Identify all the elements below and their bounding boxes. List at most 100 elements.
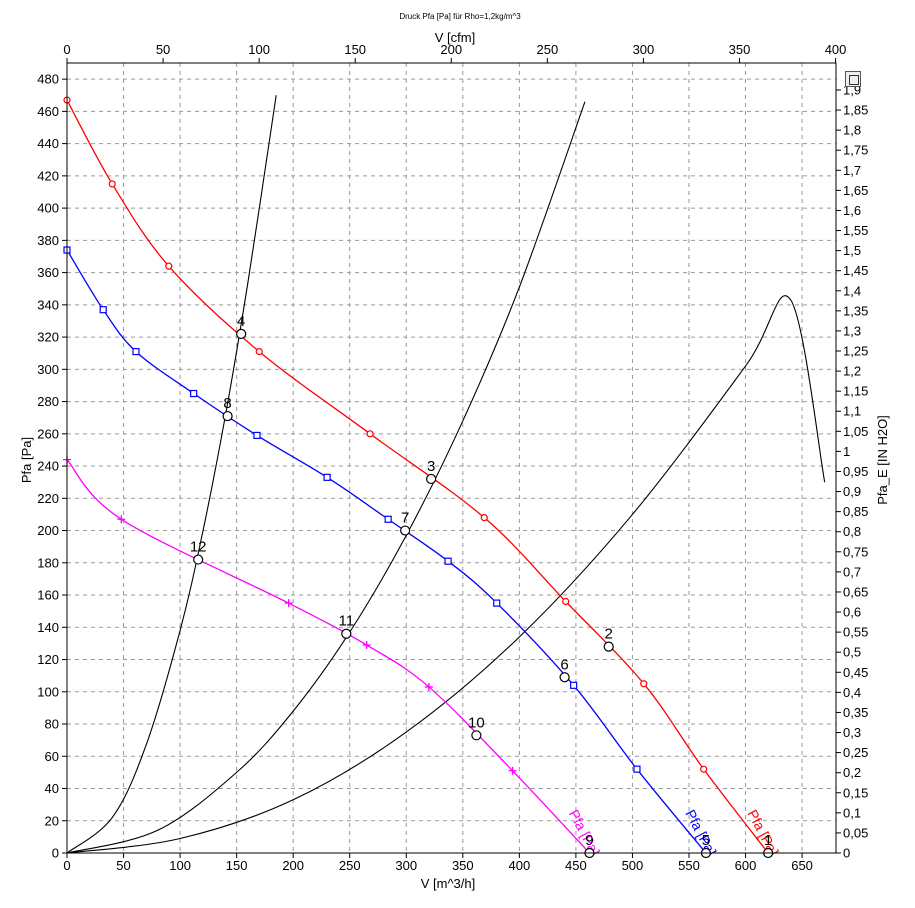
- series-point-marker: [108, 180, 116, 188]
- y2-tick-label: 0,55: [843, 625, 868, 640]
- y-tick-label: 300: [37, 362, 59, 377]
- y2-tick-label: 0,35: [843, 705, 868, 720]
- y2-tick-label: 1,3: [843, 323, 861, 338]
- x-tick-label: 150: [226, 858, 248, 873]
- y-tick-label: 440: [37, 136, 59, 151]
- y-tick-label: 420: [37, 168, 59, 183]
- y-tick-label: 120: [37, 652, 59, 667]
- series-point-marker: [323, 473, 331, 481]
- x2-tick-label: 350: [729, 42, 751, 57]
- y2-tick-label: 1,55: [843, 223, 868, 238]
- operating-point-label: 12: [190, 539, 207, 556]
- series-point-marker: [493, 599, 501, 607]
- y-tick-label: 220: [37, 491, 59, 506]
- x-tick-label: 200: [282, 858, 304, 873]
- x-tick-label: 50: [116, 858, 130, 873]
- series-point-marker: [362, 641, 371, 650]
- y2-tick-label: 0,75: [843, 544, 868, 559]
- series-point-marker: [562, 597, 570, 606]
- system-curve-line: [66, 95, 277, 854]
- y2-tick-label: 0,1: [843, 805, 861, 820]
- operating-point-marker: [193, 554, 204, 565]
- operating-point-marker: [603, 641, 614, 652]
- operating-point-label: 8: [223, 395, 231, 412]
- series-point-marker: [633, 765, 641, 773]
- plot-frame: [66, 62, 837, 854]
- series-point-marker: [444, 557, 452, 565]
- y-tick-label: 280: [37, 394, 59, 409]
- series-point-marker: [480, 514, 488, 522]
- y-tick-label: 140: [37, 620, 59, 635]
- y2-tick-label: 0: [843, 846, 850, 861]
- operating-point-label: 5: [702, 832, 710, 849]
- y2-tick-label: 0,3: [843, 725, 861, 740]
- y2-tick-label: 1,6: [843, 203, 861, 218]
- y-tick-label: 260: [37, 426, 59, 441]
- series-point-marker: [366, 430, 374, 438]
- y2-tick-label: 0,2: [843, 765, 861, 780]
- y-tick-label: 400: [37, 201, 59, 216]
- y-tick-label: 340: [37, 297, 59, 312]
- series-point-marker: [255, 347, 263, 356]
- y2-tick-label: 1,2: [843, 364, 861, 379]
- markers: Pfa [Pa]Pfa [Pa]Pfa [Pa]: [63, 96, 782, 858]
- series-point-marker: [253, 431, 261, 440]
- y2-tick-label: 0,4: [843, 685, 861, 700]
- y2-tick-label: 1,65: [843, 183, 868, 198]
- operating-point-marker: [222, 410, 233, 422]
- y-tick-label: 40: [45, 781, 59, 796]
- chart-title: Druck Pfa [Pa] für Rho=1,2kg/m^3: [399, 12, 521, 21]
- y2-tick-label: 0,25: [843, 745, 868, 760]
- x2-tick-label: 50: [156, 42, 170, 57]
- x-tick-label: 300: [395, 858, 417, 873]
- operating-point-marker: [400, 525, 411, 536]
- y-tick-label: 180: [37, 555, 59, 570]
- x-tick-label: 600: [735, 858, 757, 873]
- y2-tick-label: 1,7: [843, 163, 861, 178]
- operating-point-label: 9: [585, 832, 593, 849]
- operating-point-marker: [426, 473, 437, 485]
- y2-tick-label: 0,7: [843, 564, 861, 579]
- series-point-marker: [132, 347, 140, 356]
- y2-tick-label: 0,95: [843, 464, 868, 479]
- operating-point-marker: [341, 628, 352, 639]
- series-point-marker: [117, 515, 126, 524]
- y-tick-label: 380: [37, 233, 59, 248]
- series-point-marker: [284, 599, 293, 608]
- x2-tick-label: 100: [248, 42, 270, 57]
- y-tick-label: 360: [37, 265, 59, 280]
- operating-point-label: 10: [468, 714, 485, 731]
- operating-point-marker: [236, 328, 247, 339]
- y2-tick-label: 0,85: [843, 504, 868, 519]
- y-tick-label: 20: [45, 813, 59, 828]
- y-tick-label: 160: [37, 588, 59, 603]
- x-tick-label: 450: [565, 858, 587, 873]
- operating-point-marker: [471, 730, 482, 741]
- series-line: [66, 459, 590, 854]
- operating-point-label: 2: [605, 626, 613, 643]
- x-tick-label: 500: [622, 858, 644, 873]
- tick-labels: 0 50 100 150 200 250 300 350 400 450 500 550 600 6500…: [37, 42, 868, 873]
- y2-tick-label: 1,25: [843, 344, 868, 359]
- left-axis-title: Pfa [Pa]: [19, 437, 34, 483]
- x-tick-label: 250: [339, 858, 361, 873]
- y2-tick-label: 1,75: [843, 143, 868, 158]
- series-line: [66, 249, 707, 854]
- y-tick-label: 200: [37, 523, 59, 538]
- y2-tick-label: 0,8: [843, 524, 861, 539]
- y-tick-label: 320: [37, 330, 59, 345]
- zoom-icon[interactable]: [845, 71, 861, 87]
- y-tick-label: 460: [37, 104, 59, 119]
- y-tick-label: 480: [37, 72, 59, 87]
- y2-tick-label: 1,8: [843, 123, 861, 138]
- series-point-marker: [384, 515, 392, 523]
- y2-tick-label: 1,05: [843, 424, 868, 439]
- operating-point-label: 1: [764, 832, 772, 849]
- y2-tick-label: 0,9: [843, 484, 861, 499]
- series-line: [66, 99, 769, 854]
- operating-point-label: 11: [339, 613, 355, 630]
- x2-tick-label: 150: [344, 42, 366, 57]
